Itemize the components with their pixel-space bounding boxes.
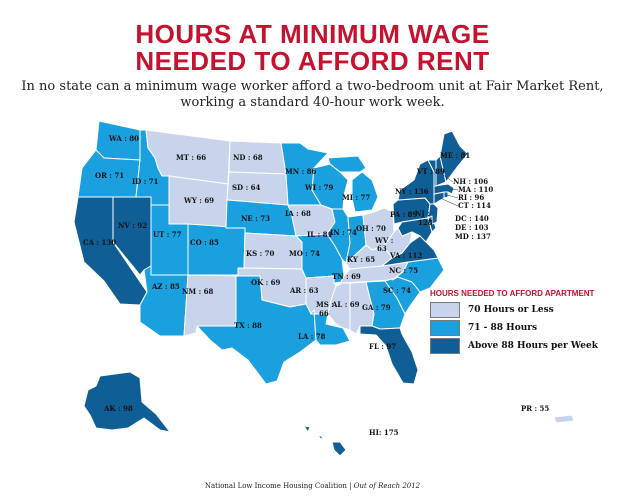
footer-separator: |	[349, 482, 352, 490]
state-tx[interactable]	[196, 275, 317, 385]
state-vt[interactable]	[427, 159, 437, 187]
label-dc: DC : 140	[455, 214, 489, 223]
label-oh: OH : 70	[356, 224, 386, 233]
label-id: ID : 71	[132, 177, 159, 186]
label-al: AL : 69	[331, 300, 360, 309]
state-fl[interactable]	[359, 325, 419, 385]
label-ma: MA : 110	[458, 185, 493, 194]
title-line-1: HOURS AT MINIMUM WAGE	[135, 19, 490, 49]
label-ri: RI : 96	[458, 193, 484, 202]
label-ca: CA : 130	[83, 238, 116, 247]
legend-label-low: 70 Hours or Less	[468, 305, 554, 315]
label-co: CO : 85	[190, 238, 219, 247]
label-wv-a: WV :	[374, 236, 393, 245]
state-hi[interactable]	[303, 425, 347, 457]
label-va: VA : 112	[389, 251, 423, 260]
ct-leader	[439, 197, 459, 207]
state-me[interactable]	[439, 130, 469, 183]
label-nd: ND : 68	[233, 153, 263, 162]
label-ak: AK : 98	[103, 404, 133, 413]
label-pr: PR : 55	[521, 404, 549, 413]
subtitle-line-1: In no state can a minimum wage worker af…	[21, 79, 604, 94]
label-wi: WI : 79	[304, 183, 333, 192]
footer-publication: Out of Reach 2012	[353, 482, 421, 490]
ma-leader	[449, 188, 459, 191]
label-ct: CT : 114	[458, 201, 491, 210]
label-ny: NY : 136	[395, 187, 429, 196]
label-mn: MN : 86	[285, 167, 316, 176]
label-tn: TN : 69	[332, 272, 361, 281]
label-wv-b: 63	[377, 244, 387, 253]
legend-item-high: Above 88 Hours per Week	[430, 338, 598, 354]
footer-org: National Low Income Housing Coalition	[204, 482, 347, 490]
label-mi: MI : 77	[342, 193, 370, 202]
label-de: DE : 103	[455, 223, 489, 232]
label-mt: MT : 66	[176, 153, 206, 162]
label-nj-b: 128	[418, 218, 433, 227]
state-az[interactable]	[139, 265, 189, 337]
ri-leader	[446, 194, 459, 199]
footer: National Low Income Housing Coalition | …	[0, 482, 625, 490]
label-pa: PA : 89	[390, 210, 418, 219]
label-vt: VT : 89	[416, 167, 445, 176]
legend-item-mid: 71 - 88 Hours	[430, 320, 537, 336]
legend-swatch-high	[430, 338, 460, 354]
legend-label-mid: 71 - 88 Hours	[468, 323, 538, 333]
label-wy: WY : 69	[183, 196, 214, 205]
label-nj-a: NJ :	[415, 209, 430, 218]
state-la[interactable]	[310, 309, 351, 346]
nh-leader	[441, 173, 454, 183]
label-nc: NC : 75	[389, 266, 418, 275]
label-wa: WA : 80	[108, 134, 139, 143]
label-ky: KY : 65	[347, 255, 375, 264]
label-ut: UT : 77	[153, 230, 182, 239]
label-ne: NE : 73	[241, 214, 270, 223]
label-in: IN : 74	[330, 228, 357, 237]
state-nc[interactable]	[391, 257, 445, 293]
state-il[interactable]	[326, 208, 351, 264]
label-az: AZ : 85	[151, 282, 180, 291]
label-sd: SD : 64	[232, 183, 260, 192]
label-ks: KS : 70	[246, 249, 274, 258]
subtitle: In no state can a minimum wage worker af…	[0, 79, 625, 111]
label-sc: SC : 74	[383, 286, 411, 295]
legend-swatch-mid	[430, 320, 460, 336]
legend-swatch-low	[430, 302, 460, 318]
state-ak[interactable]	[83, 371, 171, 433]
state-co[interactable]	[187, 223, 246, 276]
subtitle-line-2: working a standard 40-hour work week.	[180, 95, 445, 110]
state-ma[interactable]	[433, 183, 455, 195]
label-ar: AR : 63	[289, 286, 319, 295]
label-nh: NH : 106	[453, 177, 488, 186]
label-nv: NV : 92	[118, 221, 147, 230]
label-mo: MO : 74	[289, 249, 320, 258]
title-line-2: NEEDED TO AFFORD RENT	[135, 46, 490, 76]
label-fl: FL : 97	[369, 342, 396, 351]
legend-item-low: 70 Hours or Less	[430, 302, 554, 318]
label-tx: TX : 88	[234, 321, 262, 330]
label-hi: HI: 175	[369, 428, 399, 437]
label-ok: OK : 69	[251, 278, 281, 287]
state-pr[interactable]	[553, 414, 575, 424]
label-or: OR : 71	[95, 171, 124, 180]
state-nj[interactable]	[427, 203, 439, 225]
label-nm: NM : 68	[182, 287, 213, 296]
label-ia: IA : 68	[285, 209, 311, 218]
label-me: ME : 81	[440, 151, 470, 160]
state-mi[interactable]	[327, 155, 379, 213]
label-ms-b: 66	[319, 309, 329, 318]
label-la: LA : 78	[298, 332, 326, 341]
label-ms-a: MS :	[316, 300, 334, 309]
label-il: IL : 81	[307, 230, 333, 239]
label-ga: GA : 79	[362, 303, 391, 312]
label-md: MD : 137	[455, 232, 491, 241]
legend-title: HOURS NEEDED TO AFFORD APARTMENT	[430, 289, 595, 298]
legend-label-high: Above 88 Hours per Week	[468, 341, 598, 351]
